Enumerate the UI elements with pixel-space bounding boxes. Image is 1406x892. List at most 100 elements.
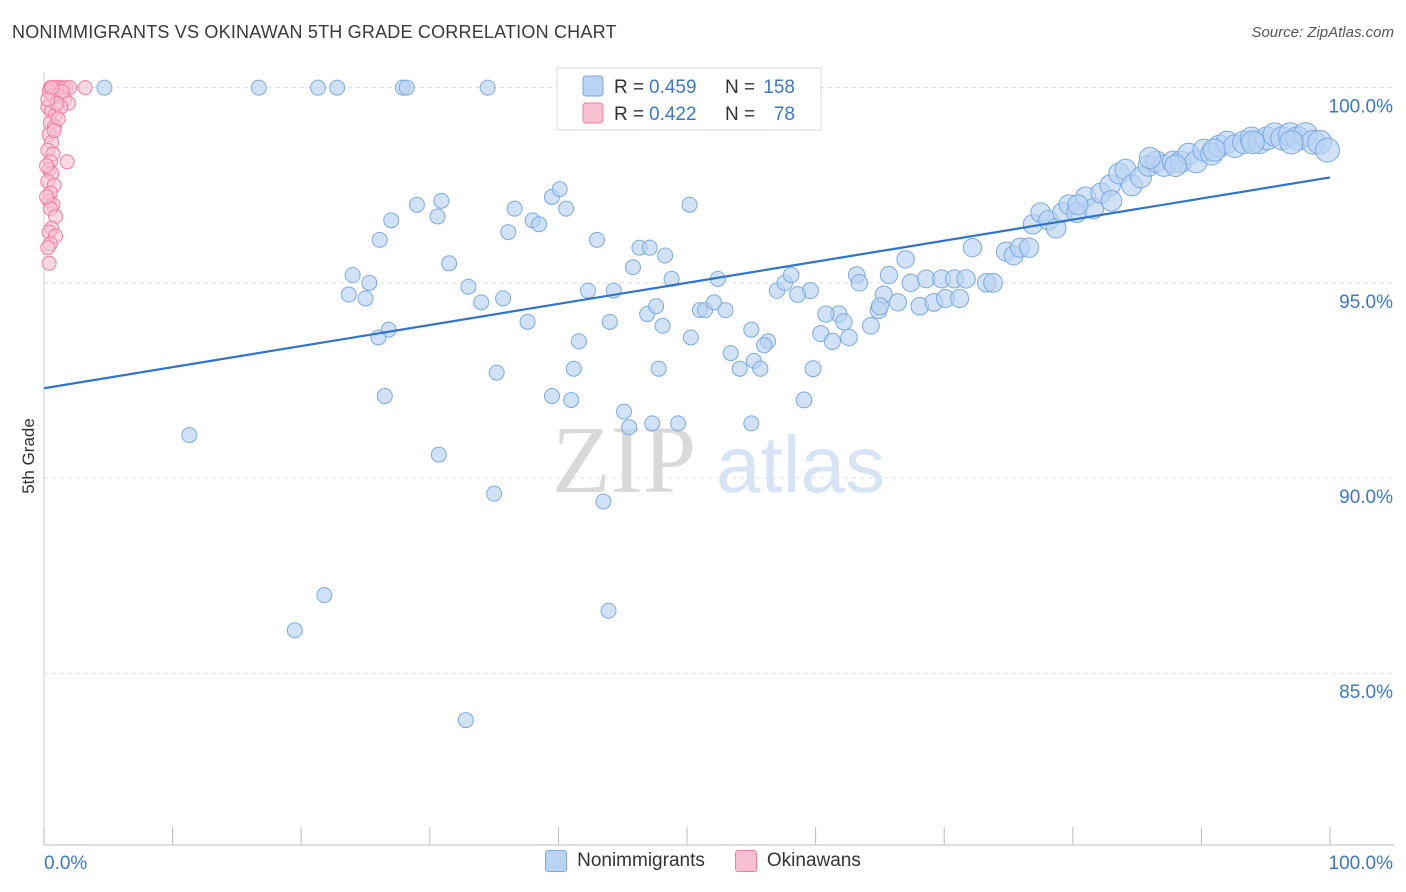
nonimmigrants-point-64: [706, 294, 723, 311]
nonimmigrants-point-81: [835, 313, 853, 331]
nonimmigrants-point-151: [1240, 130, 1265, 155]
legend-item-okinawans: Okinawans: [734, 850, 861, 872]
trend-lines: [43, 176, 1331, 390]
nonimmigrants-point-20: [433, 192, 450, 209]
watermark-atlas: atlas: [716, 420, 885, 509]
nonimmigrants-point-44: [563, 391, 580, 408]
okinawans-point-39: [41, 255, 57, 271]
nonimmigrants-point-100: [962, 237, 983, 258]
legend-bottom-swatch-okinawans: [734, 850, 757, 872]
nonimmigrants-point-22: [383, 212, 400, 229]
nonimmigrants-point-149: [1164, 154, 1187, 177]
okinawans-points: [39, 80, 93, 271]
legend-label-okinawans: Okinawans: [766, 850, 861, 871]
nonimmigrants-point-90: [896, 250, 915, 269]
nonimmigrants-point-16: [644, 415, 661, 432]
nonimmigrants-point-9: [316, 587, 333, 604]
nonimmigrants-point-1: [250, 79, 267, 96]
nonimmigrants-point-36: [506, 200, 523, 217]
nonimmigrants-point-79: [823, 332, 841, 350]
nonimmigrants-point-11: [430, 446, 447, 463]
nonimmigrants-point-150: [1202, 138, 1226, 162]
nonimmigrants-point-75: [795, 391, 813, 409]
nonimmigrants-point-156: [717, 302, 734, 319]
nonimmigrants-point-84: [850, 274, 869, 292]
nonimmigrants-point-52: [624, 259, 641, 276]
nonimmigrants-point-57: [657, 247, 674, 264]
nonimmigrants-point-91: [901, 273, 920, 293]
nonimmigrants-point-8: [286, 622, 303, 639]
nonimmigrants-point-157: [756, 337, 773, 354]
legend-r-label-1: R =: [614, 104, 644, 125]
nonimmigrants-point-85: [861, 316, 880, 335]
nonimmigrants-point-159: [817, 305, 835, 323]
nonimmigrants-point-46: [570, 333, 587, 350]
nonimmigrants-point-41: [551, 181, 568, 198]
nonimmigrants-point-34: [488, 364, 505, 381]
nonimmigrants-point-13: [486, 485, 503, 502]
nonimmigrants-point-42: [558, 200, 575, 217]
nonimmigrants-point-6: [479, 79, 496, 96]
legend-swatch-okinawans: [582, 102, 604, 124]
nonimmigrants-point-66: [722, 345, 739, 362]
nonimmigrants-point-2: [309, 79, 326, 96]
nonimmigrants-point-5: [398, 79, 415, 96]
nonimmigrants-point-0: [96, 79, 113, 96]
nonimmigrants-point-59: [654, 317, 671, 334]
legend-n-value-1: 78: [774, 104, 795, 125]
legend-r-value-0: 0.459: [649, 77, 697, 98]
nonimmigrants-point-60: [681, 196, 698, 213]
nonimmigrants-point-54: [641, 239, 658, 256]
nonimmigrants-point-56: [648, 298, 665, 315]
nonimmigrants-point-39: [531, 216, 548, 233]
nonimmigrants-point-147: [1100, 190, 1123, 212]
nonimmigrants-point-154: [789, 286, 806, 303]
legend-bottom: Nonimmigrants Okinawans: [0, 850, 1406, 872]
okinawans-point-38: [40, 240, 56, 256]
nonimmigrants-points: [96, 79, 1340, 729]
legend-item-nonimmigrants: Nonimmigrants: [545, 850, 705, 872]
chart-source: Source: ZipAtlas.com: [1251, 24, 1394, 41]
legend-n-label-0: N =: [725, 77, 755, 98]
nonimmigrants-point-69: [752, 360, 769, 377]
nonimmigrants-point-67: [731, 360, 748, 377]
nonimmigrants-point-32: [473, 294, 490, 311]
nonimmigrants-point-88: [879, 265, 899, 285]
tick-labels: 100.0% 95.0% 90.0% 85.0% 0.0% 100.0%: [44, 97, 1393, 874]
nonimmigrants-point-3: [329, 79, 346, 96]
nonimmigrants-point-50: [615, 403, 632, 420]
legend-label-nonimmigrants: Nonimmigrants: [577, 850, 705, 871]
nonimmigrants-point-82: [840, 328, 858, 347]
y-axis-label: 5th Grade: [19, 418, 38, 494]
nonimmigrants-point-155: [650, 360, 667, 377]
okinawans-point-42: [39, 189, 55, 205]
okinawans-point-47: [46, 123, 62, 139]
legend-r-value-1: 0.422: [649, 104, 697, 125]
nonimmigrants-point-152: [1279, 130, 1304, 155]
nonimmigrants-point-89: [888, 293, 908, 312]
watermark: ZIP atlas: [552, 406, 885, 513]
nonimmigrants-point-14: [595, 493, 612, 510]
nonimmigrants-point-12: [457, 712, 474, 729]
nonimmigrants-point-43: [543, 388, 560, 405]
nonimmigrants-point-37: [500, 224, 517, 241]
nonimmigrants-point-18: [743, 415, 760, 432]
legend-top: R = 0.459 N = 158 R = 0.422 N = 78: [556, 67, 822, 131]
nonimmigrants-point-70: [743, 321, 760, 338]
y-tick-label-1: 95.0%: [1339, 292, 1393, 313]
okinawans-point-24: [59, 154, 75, 170]
grid-lines: [44, 87, 1394, 674]
nonimmigrants-point-145: [1314, 137, 1340, 163]
okinawans-point-41: [39, 158, 55, 174]
nonimmigrants-point-102: [983, 272, 1003, 293]
nonimmigrants-point-148: [1138, 146, 1162, 169]
nonimmigrants-point-74: [782, 266, 800, 284]
okinawans-point-7: [77, 80, 93, 96]
chart-title: NONIMMIGRANTS VS OKINAWAN 5TH GRADE CORR…: [12, 22, 617, 42]
nonimmigrants-point-23: [371, 231, 388, 248]
nonimmigrants-point-10: [376, 388, 393, 405]
legend-n-label-1: N =: [725, 104, 755, 125]
y-tick-label-2: 90.0%: [1339, 487, 1393, 508]
okinawans-point-46: [40, 91, 56, 107]
